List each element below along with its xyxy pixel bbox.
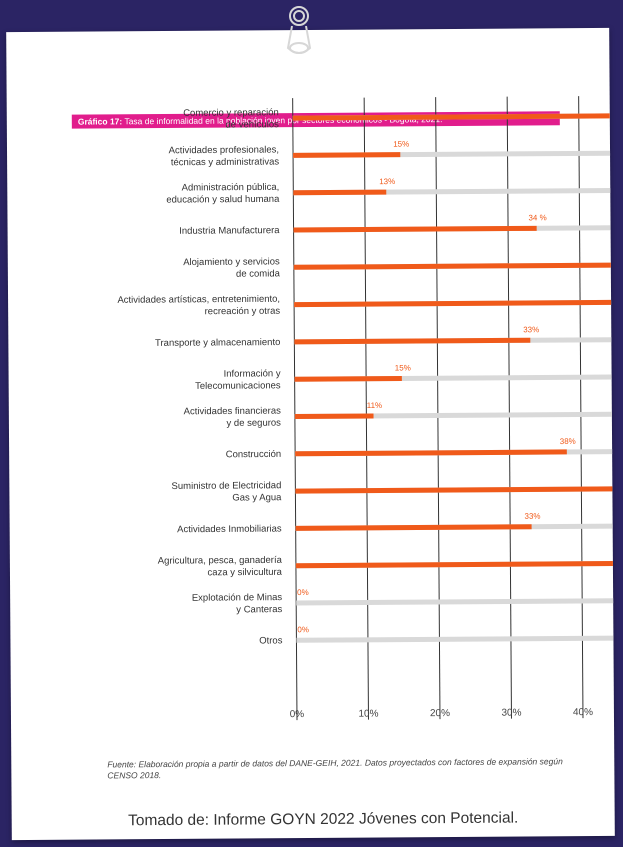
category-label: Industria Manufacturera xyxy=(179,225,280,237)
bar-track xyxy=(293,149,615,158)
bar xyxy=(295,486,615,494)
bar-track xyxy=(293,186,615,196)
source-note: Fuente: Elaboración propia a partir de d… xyxy=(107,756,563,781)
bar xyxy=(294,299,615,308)
data-label: 13% xyxy=(379,177,395,186)
gridline xyxy=(506,96,512,719)
gridline xyxy=(578,96,584,719)
x-tick-label: 30% xyxy=(501,708,521,719)
data-label: 33% xyxy=(523,325,539,334)
gridline xyxy=(292,98,298,721)
category-label: Administración pública, xyxy=(182,182,280,194)
data-label: 38% xyxy=(560,437,576,446)
category-label: y de seguros xyxy=(226,418,281,429)
data-label: 34 % xyxy=(528,213,546,222)
caption: Tomado de: Informe GOYN 2022 Jóvenes con… xyxy=(127,809,519,830)
bar xyxy=(294,375,402,382)
category-label: Gas y Agua xyxy=(232,492,282,503)
category-label: Telecomunicaciones xyxy=(195,380,281,392)
bar xyxy=(293,152,401,158)
data-label: 15% xyxy=(393,140,409,149)
bar xyxy=(295,560,615,569)
category-label: Información y xyxy=(224,368,281,379)
x-tick-label: 40% xyxy=(573,707,593,718)
category-label: de vehículos xyxy=(225,119,279,130)
category-label: de comida xyxy=(236,268,281,279)
bar xyxy=(294,337,531,345)
category-label: caza y silvicultura xyxy=(207,567,282,579)
bar-track xyxy=(296,634,615,643)
category-label: Suministro de Electricidad xyxy=(171,480,281,492)
category-label: Explotación de Minas xyxy=(192,592,283,604)
category-label: Construcción xyxy=(226,449,282,460)
gridline xyxy=(435,97,441,720)
x-tick-label: 10% xyxy=(358,709,378,720)
bar xyxy=(295,449,567,457)
category-label: Agricultura, pesca, ganadería xyxy=(158,555,283,567)
category-label: Transporte y almacenamiento xyxy=(155,337,280,349)
report-card: Gráfico 17: Tasa de informalidad en la p… xyxy=(6,27,615,841)
bar-track xyxy=(296,597,615,606)
bar xyxy=(294,413,374,420)
paper-clip-icon xyxy=(286,6,312,54)
bar xyxy=(293,225,537,233)
bar xyxy=(292,113,615,121)
bar-chart: 0%10%20%30%40%50%60%70%50%Comercio y rep… xyxy=(117,96,615,721)
gridline xyxy=(363,97,369,720)
bar xyxy=(293,189,387,196)
category-label: técnicas y administrativas xyxy=(171,157,280,169)
bar-track xyxy=(294,373,615,382)
x-tick-label: 0% xyxy=(290,709,305,720)
data-label: 0% xyxy=(297,588,309,597)
category-label: Alojamiento y servicios xyxy=(183,256,280,268)
data-label: 33% xyxy=(524,512,540,521)
category-label: Comercio y reparación xyxy=(183,107,279,119)
category-label: Actividades profesionales, xyxy=(169,145,279,157)
category-label: y Canteras xyxy=(236,604,282,615)
data-label: 11% xyxy=(367,401,382,410)
category-label: educación y salud humana xyxy=(166,194,280,206)
category-label: Otros xyxy=(259,635,283,646)
category-label: Actividades artísticas, entretenimiento, xyxy=(117,294,280,306)
bar xyxy=(293,262,615,270)
bar-track xyxy=(294,410,615,420)
data-label: 15% xyxy=(395,363,411,372)
x-tick-label: 20% xyxy=(430,708,450,719)
category-label: Actividades financieras xyxy=(184,406,281,418)
data-label: 0% xyxy=(297,625,309,634)
bar xyxy=(295,524,532,531)
category-label: recreación y otras xyxy=(205,306,281,318)
category-label: Actividades Inmobiliarias xyxy=(177,524,282,536)
